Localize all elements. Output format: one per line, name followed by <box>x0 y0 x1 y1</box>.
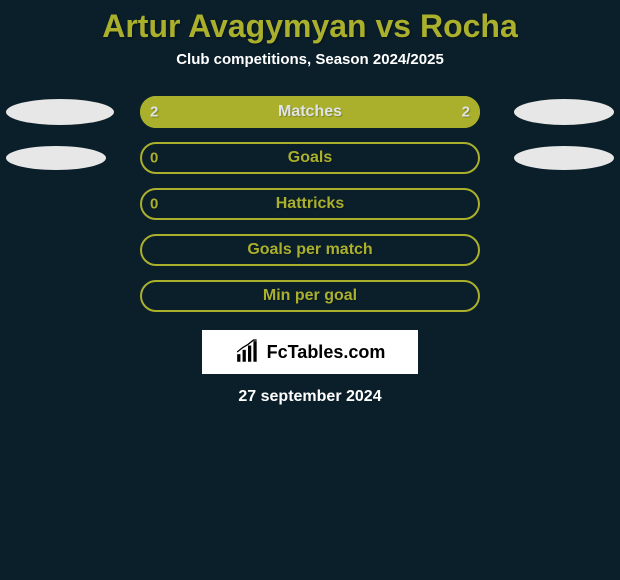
generated-date: 27 september 2024 <box>0 388 620 406</box>
stat-rows: 2 2 Matches 0 Goals 0 Hattricks Goals per match… <box>0 96 620 312</box>
player-left-ellipse <box>6 146 106 170</box>
page-title: Artur Avagymyan vs Rocha <box>0 0 620 51</box>
brand-logo-icon <box>235 339 261 365</box>
stat-bar: 0 Goals <box>140 142 480 174</box>
stat-bar: Goals per match <box>140 234 480 266</box>
stat-value-right: 2 <box>462 104 470 121</box>
stat-label: Goals <box>288 149 332 167</box>
stat-value-left: 0 <box>150 150 158 167</box>
stat-label: Matches <box>278 103 342 121</box>
stat-value-left: 2 <box>150 104 158 121</box>
stat-label: Goals per match <box>247 241 372 259</box>
stat-bar: 2 2 Matches <box>140 96 480 128</box>
stat-row: Goals per match <box>0 234 620 266</box>
stat-bar: 0 Hattricks <box>140 188 480 220</box>
stat-row: 0 Goals <box>0 142 620 174</box>
branding-badge: FcTables.com <box>202 330 418 374</box>
stat-row: 2 2 Matches <box>0 96 620 128</box>
brand-text: FcTables.com <box>267 342 386 363</box>
player-right-ellipse <box>514 146 614 170</box>
stat-bar: Min per goal <box>140 280 480 312</box>
stat-row: 0 Hattricks <box>0 188 620 220</box>
stat-label: Min per goal <box>263 287 357 305</box>
page-subtitle: Club competitions, Season 2024/2025 <box>0 51 620 96</box>
stat-label: Hattricks <box>276 195 344 213</box>
comparison-infographic: Artur Avagymyan vs Rocha Club competitio… <box>0 0 620 580</box>
stat-row: Min per goal <box>0 280 620 312</box>
player-left-ellipse <box>6 99 114 125</box>
player-right-ellipse <box>514 99 614 125</box>
stat-value-left: 0 <box>150 196 158 213</box>
